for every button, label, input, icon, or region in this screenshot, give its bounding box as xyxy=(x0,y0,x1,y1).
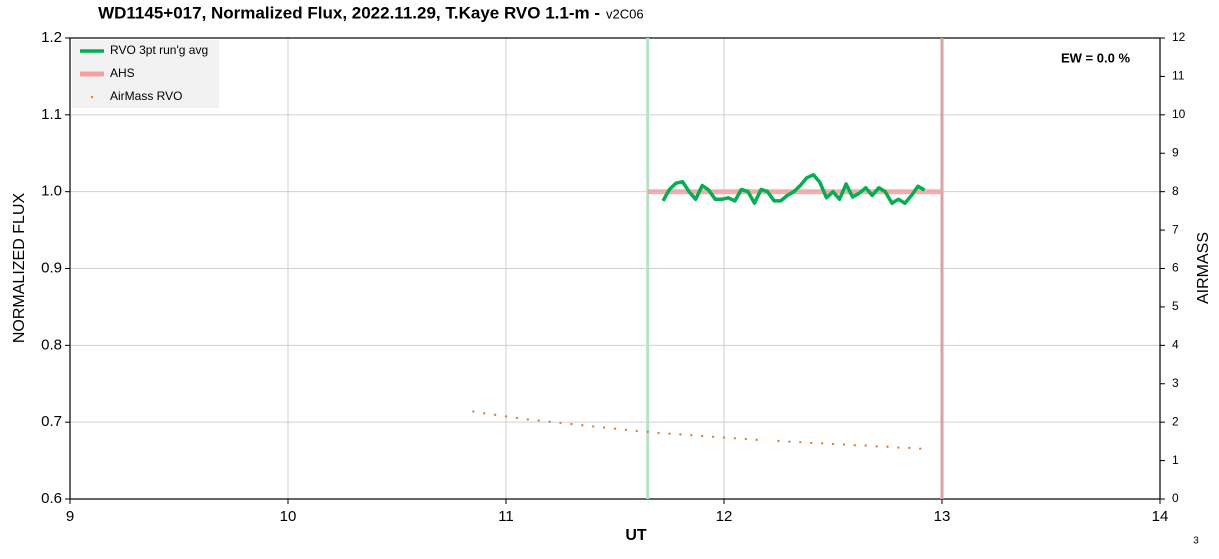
y2-tick-label: 11 xyxy=(1172,69,1185,83)
airmass-point xyxy=(897,446,900,449)
y-tick-label: 0.9 xyxy=(41,259,62,276)
y-tick-label: 1.1 xyxy=(41,106,62,123)
y2-tick-label: 5 xyxy=(1172,299,1179,313)
airmass-point xyxy=(690,434,693,437)
y2-tick-label: 9 xyxy=(1172,145,1179,159)
airmass-point xyxy=(777,439,780,443)
y2-tick-label: 1 xyxy=(1172,453,1179,467)
y2-tick-label: 6 xyxy=(1172,261,1179,275)
legend-swatch xyxy=(90,95,94,99)
legend-label: AHS xyxy=(110,66,135,80)
airmass-point xyxy=(788,440,791,443)
y-tick-label: 0.6 xyxy=(41,490,62,507)
airmass-point xyxy=(864,444,867,447)
airmass-point xyxy=(831,442,835,446)
airmass-point xyxy=(799,440,802,444)
y-tick-label: 0.7 xyxy=(41,413,62,430)
legend-label: AirMass RVO xyxy=(110,89,182,103)
x-tick-label: 10 xyxy=(280,508,297,525)
airmass-point xyxy=(711,435,715,438)
airmass-point xyxy=(842,443,846,446)
annotation: EW = 0.0 % xyxy=(1061,50,1130,65)
airmass-point xyxy=(483,412,486,415)
airmass-point xyxy=(548,420,551,423)
airmass-point xyxy=(701,434,704,438)
y2-tick-label: 8 xyxy=(1172,184,1179,198)
airmass-point xyxy=(613,427,617,430)
airmass-point xyxy=(504,415,508,418)
y-axis-label: NORMALIZED FLUX xyxy=(11,193,28,344)
airmass-point xyxy=(755,438,758,442)
airmass-point xyxy=(472,410,475,413)
x-tick-label: 14 xyxy=(1152,508,1169,525)
airmass-point xyxy=(668,432,671,435)
y2-tick-label: 0 xyxy=(1172,491,1179,505)
chart-subtitle: v2C06 xyxy=(606,6,644,21)
airmass-point xyxy=(875,445,878,448)
airmass-point xyxy=(624,428,628,432)
y2-tick-label: 2 xyxy=(1172,414,1179,428)
airmass-point xyxy=(810,441,813,445)
y2-tick-label: 3 xyxy=(1172,376,1179,390)
airmass-point xyxy=(722,436,726,439)
y-tick-label: 0.8 xyxy=(41,336,62,353)
y2-tick-label: 7 xyxy=(1172,222,1179,236)
airmass-point xyxy=(919,447,922,450)
x-axis-label: UT xyxy=(625,527,647,544)
airmass-point xyxy=(908,446,911,450)
footnote: 3 xyxy=(1193,536,1199,547)
airmass-point xyxy=(646,430,649,433)
airmass-point xyxy=(886,445,889,448)
y2-tick-label: 4 xyxy=(1172,338,1179,352)
legend-label: RVO 3pt run'g avg xyxy=(110,43,208,57)
airmass-point xyxy=(679,433,682,436)
y-tick-label: 1.0 xyxy=(41,183,62,200)
airmass-point xyxy=(526,418,529,421)
y2-axis-label: AIRMASS xyxy=(1195,232,1212,304)
x-tick-label: 12 xyxy=(716,508,733,525)
chart-title: WD1145+017, Normalized Flux, 2022.11.29,… xyxy=(98,3,600,22)
y2-tick-label: 12 xyxy=(1172,30,1186,44)
airmass-point xyxy=(820,442,824,445)
airmass-point xyxy=(853,444,856,447)
airmass-point xyxy=(515,416,519,420)
airmass-point xyxy=(559,421,562,425)
y-tick-label: 1.2 xyxy=(41,29,62,46)
airmass-point xyxy=(602,426,606,429)
airmass-point xyxy=(744,437,747,441)
x-tick-label: 11 xyxy=(498,508,514,525)
plot-frame xyxy=(69,37,1161,500)
series-line xyxy=(661,173,926,205)
airmass-point xyxy=(733,437,737,440)
airmass-point xyxy=(493,413,497,417)
airmass-point xyxy=(635,429,638,433)
airmass-point xyxy=(592,425,595,428)
airmass-point xyxy=(657,431,660,435)
x-tick-label: 9 xyxy=(66,508,74,525)
airmass-point xyxy=(570,422,573,426)
y2-tick-label: 10 xyxy=(1172,107,1186,121)
airmass-point xyxy=(581,424,584,427)
airmass-point xyxy=(537,419,540,422)
x-tick-label: 13 xyxy=(934,508,951,525)
